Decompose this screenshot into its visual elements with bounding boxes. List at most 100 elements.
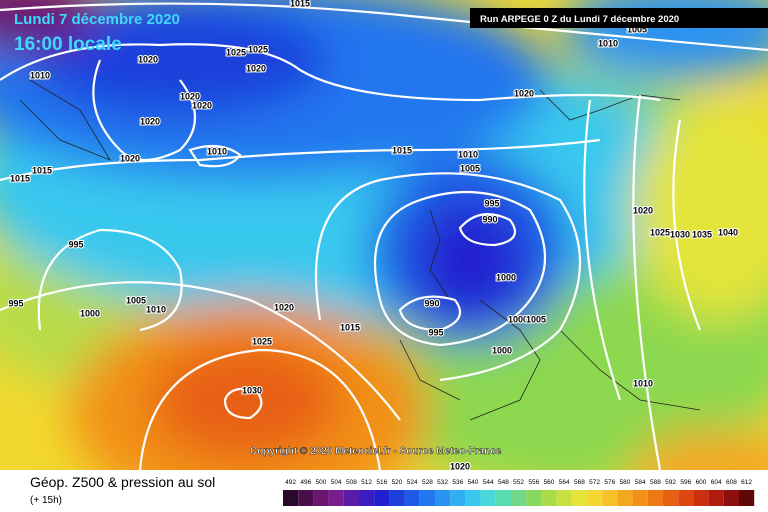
scale-label: 548 bbox=[498, 479, 509, 486]
scale-swatch bbox=[313, 490, 329, 506]
isobar-label: 1015 bbox=[10, 173, 30, 183]
scale-swatch bbox=[374, 490, 390, 506]
scale-swatch bbox=[617, 490, 633, 506]
copyright: Copyright © 2020 Meteociel.fr - Source M… bbox=[250, 446, 502, 457]
scale-label: 552 bbox=[513, 479, 524, 486]
scale-label: 540 bbox=[468, 479, 479, 486]
scale-swatch bbox=[389, 490, 405, 506]
isobar-label: 1025 bbox=[226, 47, 246, 57]
scale-label: 556 bbox=[528, 479, 539, 486]
scale-label: 600 bbox=[696, 479, 707, 486]
isobar-label: 1020 bbox=[140, 116, 160, 126]
scale-swatch bbox=[419, 490, 435, 506]
run: Run ARPEGE 0 Z du Lundi 7 décembre 2020 bbox=[480, 14, 679, 25]
isobar-label: 1025 bbox=[248, 44, 268, 54]
scale-label: 500 bbox=[316, 479, 327, 486]
date: Lundi 7 décembre 2020 bbox=[14, 11, 180, 28]
scale-swatch bbox=[723, 490, 739, 506]
isobar-label: 1040 bbox=[718, 227, 738, 237]
scale-label: 592 bbox=[665, 479, 676, 486]
isobar-label: 1015 bbox=[290, 0, 310, 8]
scale-label: 560 bbox=[544, 479, 555, 486]
scale-label: 508 bbox=[346, 479, 357, 486]
scale-label: 504 bbox=[331, 479, 342, 486]
scale-swatch bbox=[663, 490, 679, 506]
scale-swatch bbox=[450, 490, 466, 506]
isobar-label: 1025 bbox=[252, 336, 272, 346]
isobar-label: 1020 bbox=[274, 302, 294, 312]
isobar-label: 1015 bbox=[32, 165, 52, 175]
scale-label: 588 bbox=[650, 479, 661, 486]
scale-label: 544 bbox=[483, 479, 494, 486]
isobar-label: 995 bbox=[428, 327, 443, 337]
scale-label: 532 bbox=[437, 479, 448, 486]
scale-swatch bbox=[556, 490, 572, 506]
scale-label: 536 bbox=[452, 479, 463, 486]
isobar-label: 1030 bbox=[242, 385, 262, 395]
isobar-label: 1020 bbox=[138, 54, 158, 64]
isobar-label: 1020 bbox=[192, 100, 212, 110]
footer-title: Géop. Z500 & pression au sol bbox=[30, 474, 215, 490]
isobar-label: 1030 bbox=[670, 229, 690, 239]
scale-swatch bbox=[526, 490, 542, 506]
scale-label: 520 bbox=[392, 479, 403, 486]
isobar-label: 995 bbox=[68, 239, 83, 249]
scale-label: 568 bbox=[574, 479, 585, 486]
scale-label: 608 bbox=[726, 479, 737, 486]
isobar-label: 1000 bbox=[496, 272, 516, 282]
isobar-label: 995 bbox=[8, 298, 23, 308]
scale-label: 612 bbox=[741, 479, 752, 486]
scale-swatch bbox=[495, 490, 511, 506]
isobar-label: 1035 bbox=[692, 229, 712, 239]
scale-swatch bbox=[298, 490, 314, 506]
isobar-label: 1000 bbox=[492, 345, 512, 355]
time: 16:00 locale bbox=[14, 34, 122, 55]
isobar-label: 1020 bbox=[246, 63, 266, 73]
scale-label: 524 bbox=[407, 479, 418, 486]
isobar-label: 1000 bbox=[508, 314, 528, 324]
scale-swatch bbox=[283, 490, 299, 506]
isobar-label: 1005 bbox=[460, 163, 480, 173]
scale-swatch bbox=[404, 490, 420, 506]
scale-swatch bbox=[541, 490, 557, 506]
scale-swatch bbox=[602, 490, 618, 506]
scale-swatch bbox=[571, 490, 587, 506]
isobar-label: 1010 bbox=[146, 304, 166, 314]
scale-swatch bbox=[328, 490, 344, 506]
scale-swatch bbox=[587, 490, 603, 506]
scale-label: 496 bbox=[300, 479, 311, 486]
scale-swatch bbox=[678, 490, 694, 506]
scale-label: 604 bbox=[711, 479, 722, 486]
scale-swatch bbox=[480, 490, 496, 506]
isobar-label: 1010 bbox=[207, 146, 227, 156]
scale-swatch bbox=[511, 490, 527, 506]
scale-label: 564 bbox=[559, 479, 570, 486]
scale-swatch bbox=[359, 490, 375, 506]
isobar-label: 1020 bbox=[120, 153, 140, 163]
isobar-label: 1010 bbox=[633, 378, 653, 388]
color-scale: 492 496 500 504 508 512 516 520 524 528 532 536 540 5… bbox=[283, 479, 755, 506]
isobar-label: 995 bbox=[484, 198, 499, 208]
isobar-label: 1020 bbox=[633, 205, 653, 215]
scale-swatch bbox=[708, 490, 724, 506]
footer-lead: (+ 15h) bbox=[30, 495, 62, 506]
isobar-label: 1010 bbox=[458, 149, 478, 159]
scale-label: 516 bbox=[376, 479, 387, 486]
scale-swatch bbox=[343, 490, 359, 506]
isobar-label: 1020 bbox=[450, 461, 470, 471]
isobar-label: 1015 bbox=[340, 322, 360, 332]
isobar-label: 1020 bbox=[514, 88, 534, 98]
isobar-label: 1005 bbox=[126, 295, 146, 305]
scale-swatch bbox=[632, 490, 648, 506]
isobar-label: 1005 bbox=[526, 314, 546, 324]
scale-label: 584 bbox=[635, 479, 646, 486]
scale-swatch bbox=[465, 490, 481, 506]
isobar-label: 1010 bbox=[598, 38, 618, 48]
scale-label: 576 bbox=[604, 479, 615, 486]
scale-swatch bbox=[435, 490, 451, 506]
scale-label: 492 bbox=[285, 479, 296, 486]
scale-label: 512 bbox=[361, 479, 372, 486]
